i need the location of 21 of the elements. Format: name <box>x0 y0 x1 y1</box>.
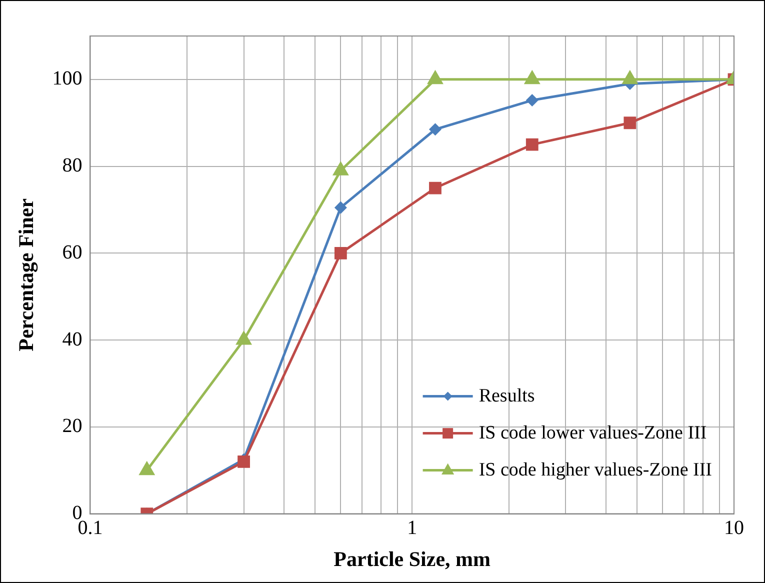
y-tick-label: 100 <box>52 68 82 90</box>
y-tick-label: 80 <box>62 154 82 177</box>
point <box>334 246 347 260</box>
x-tick-label: 1 <box>407 517 418 540</box>
y-tick-label: 60 <box>62 241 82 264</box>
x-axis-title: Particle Size, mm <box>334 546 492 571</box>
point <box>140 462 154 476</box>
x-tick-label: 10 <box>724 517 744 540</box>
y-tick-label: 40 <box>62 328 82 350</box>
point <box>526 138 538 151</box>
point <box>526 94 538 106</box>
point <box>236 332 252 345</box>
legend-label: IS code higher values-Zone III <box>478 459 712 480</box>
point <box>334 202 346 214</box>
point <box>429 124 441 136</box>
point <box>429 182 442 194</box>
y-tick-label: 20 <box>62 415 82 438</box>
legend-label: IS code lower values-Zone III <box>478 422 707 444</box>
y-axis-title: Percentage Finer <box>14 198 38 352</box>
legend-label: Results <box>478 385 535 406</box>
point <box>624 116 636 130</box>
